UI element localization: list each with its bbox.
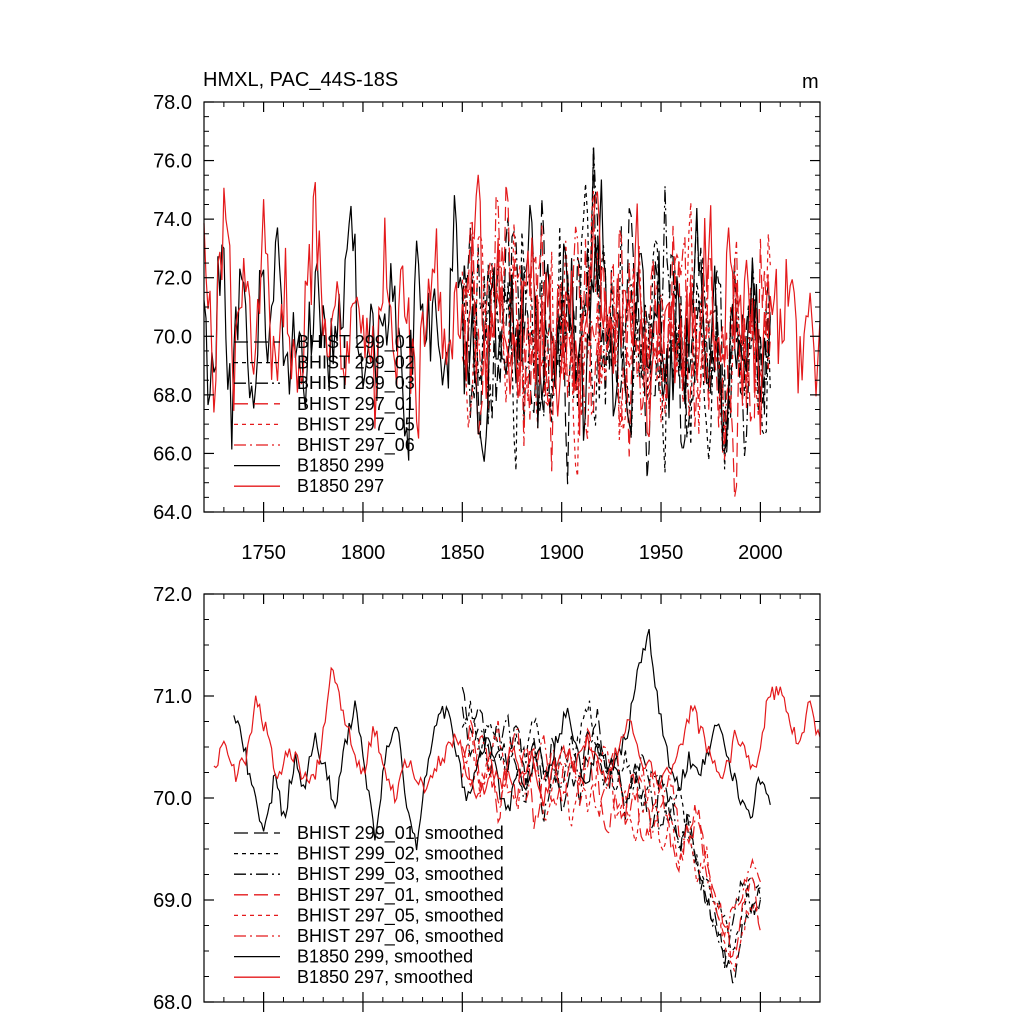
y-tick-label: 69.0: [153, 890, 192, 912]
y-tick-label: 72.0: [153, 268, 192, 290]
series-line-bhist-297-01: [461, 184, 771, 498]
legend-label: BHIST 299_02: [297, 353, 415, 374]
legend-label: B1850 297: [297, 476, 384, 496]
series-line-bhist-297-05: [461, 190, 771, 477]
legend-label: BHIST 299_02, smoothed: [297, 844, 504, 865]
series-line-b1850-297-smoothed: [213, 666, 821, 807]
y-tick-label: 70.0: [153, 788, 192, 810]
legend-label: B1850 299, smoothed: [297, 947, 473, 967]
y-tick-label: 72.0: [153, 584, 192, 606]
x-tick-label: 1750: [241, 542, 286, 564]
legend-label: B1850 297, smoothed: [297, 967, 473, 987]
y-tick-label: 68.0: [153, 385, 192, 407]
y-tick-label: 78.0: [153, 92, 192, 114]
x-tick-label: 1950: [639, 542, 684, 564]
legend-label: BHIST 297_05, smoothed: [297, 905, 504, 926]
y-tick-label: 64.0: [153, 502, 192, 524]
top-panel: 64.0 66.0 68.0 70.0 72.0 74.0 76.0 78.0 1750 1800…: [153, 92, 821, 564]
y-tick-label: 66.0: [153, 443, 192, 465]
series-line-b1850-297: [203, 174, 821, 439]
top-chart-units: m: [802, 71, 819, 93]
y-tick-label: 68.0: [153, 992, 192, 1014]
legend-label: BHIST 297_01: [297, 394, 415, 415]
legend-label: BHIST 297_06: [297, 435, 415, 456]
x-tick-label: 1900: [539, 542, 584, 564]
series-line-bhist-299-03-smoothed: [461, 706, 761, 968]
x-tick-label: 1800: [341, 542, 386, 564]
legend-label: B1850 299: [297, 456, 384, 476]
x-tick-label: 1850: [440, 542, 485, 564]
y-tick-label: 70.0: [153, 326, 192, 348]
series-line-b1850-299-smoothed: [233, 628, 771, 851]
series-line-b1850-299: [203, 179, 771, 462]
legend-label: BHIST 299_03, smoothed: [297, 864, 504, 885]
y-tick-label: 74.0: [153, 209, 192, 231]
legend-label: BHIST 297_01, smoothed: [297, 885, 504, 906]
x-tick-label: 2000: [738, 542, 783, 564]
legend-label: BHIST 299_03: [297, 373, 415, 394]
y-tick-label: 71.0: [153, 686, 192, 708]
legend-label: BHIST 297_06, smoothed: [297, 926, 504, 947]
legend-label: BHIST 299_01, smoothed: [297, 823, 504, 844]
series-line-bhist-297-01-smoothed: [462, 719, 761, 959]
legend-label: BHIST 297_05: [297, 414, 415, 435]
top-chart-title: HMXL, PAC_44S-18S: [203, 69, 398, 91]
y-tick-label: 76.0: [153, 151, 192, 173]
bottom-panel: 68.0 69.0 70.0 71.0 72.0 BHIST 299_01, smooth…: [153, 584, 821, 1014]
legend-label: BHIST 299_01: [297, 332, 415, 353]
series-line-bhist-299-02-smoothed: [461, 700, 761, 952]
